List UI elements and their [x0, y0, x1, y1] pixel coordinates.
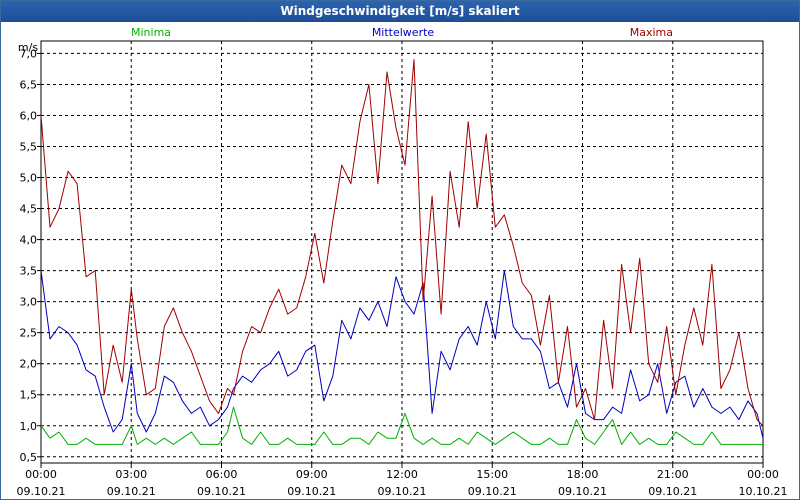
- series-line-mittelwerte: [40, 270, 764, 439]
- x-tick-time-label: 21:00: [657, 468, 689, 481]
- y-tick-label: 3,5: [20, 265, 38, 278]
- x-tick-date-label: 09.10.21: [468, 485, 517, 498]
- legend-label-mittelwerte: Mittelwerte: [372, 26, 435, 39]
- x-tick-date-label: 10.10.21: [739, 485, 788, 498]
- x-axis: 00:00 09.10.21 03:00 09.10.21 06:00 09.10.21 0…: [17, 463, 788, 498]
- x-tick-time-label: 00:00: [25, 468, 57, 481]
- window-title: Windgeschwindigkeit [m/s] skaliert: [1, 1, 799, 22]
- x-tick-date-label: 09.10.21: [17, 485, 66, 498]
- y-tick-label: 1,0: [20, 420, 38, 433]
- series-lines: [40, 59, 764, 445]
- y-tick-label: 6,0: [20, 109, 38, 122]
- y-tick-label: 4,0: [20, 234, 38, 247]
- legend-label-minima: Minima: [131, 26, 171, 39]
- x-tick-date-label: 09.10.21: [287, 485, 336, 498]
- x-tick-date-label: 09.10.21: [197, 485, 246, 498]
- y-tick-label: 1,5: [20, 389, 38, 402]
- series-line-maxima: [40, 59, 764, 427]
- x-tick-date-label: 09.10.21: [558, 485, 607, 498]
- x-tick-date-label: 09.10.21: [648, 485, 697, 498]
- y-tick-label: 2,0: [20, 358, 38, 371]
- y-tick-label: 0,5: [20, 451, 38, 464]
- x-tick-date-label: 09.10.21: [107, 485, 156, 498]
- x-tick-time-label: 12:00: [386, 468, 418, 481]
- grid-lines: [41, 41, 763, 463]
- x-tick-time-label: 18:00: [567, 468, 599, 481]
- y-axis: m/s 7,0 6,5 6,0 5,5 5,0 4,5 4,0 3,5 3,0 2,5 2,0 1,5…: [18, 41, 41, 464]
- y-tick-label: 7,0: [20, 47, 38, 60]
- x-tick-time-label: 00:00: [747, 468, 779, 481]
- y-tick-label: 4,5: [20, 203, 38, 216]
- x-tick-time-label: 09:00: [296, 468, 328, 481]
- y-axis-unit-label: m/s: [18, 41, 38, 54]
- x-tick-time-label: 06:00: [206, 468, 238, 481]
- y-tick-label: 2,5: [20, 327, 38, 340]
- legend: Minima Mittelwerte Maxima: [131, 26, 673, 39]
- y-tick-label: 6,5: [20, 78, 38, 91]
- y-tick-label: 3,0: [20, 296, 38, 309]
- y-tick-label: 5,5: [20, 141, 38, 154]
- y-tick-label: 5,0: [20, 172, 38, 185]
- series-line-minima: [40, 406, 763, 445]
- legend-label-maxima: Maxima: [630, 26, 673, 39]
- x-tick-time-label: 03:00: [115, 468, 147, 481]
- x-tick-date-label: 09.10.21: [378, 485, 427, 498]
- x-tick-time-label: 15:00: [476, 468, 508, 481]
